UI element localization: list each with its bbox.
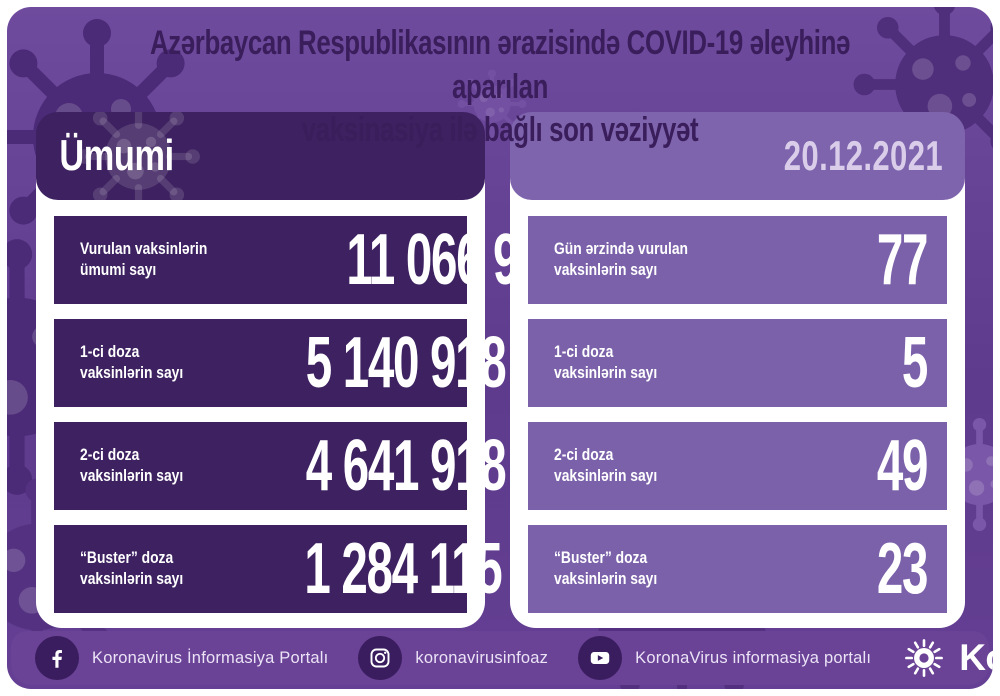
stat-row-dose2-total: 2-ci doza vaksinlərin sayı 4 641 918 (54, 422, 507, 510)
stat-row-value: 4 641 918 (305, 426, 507, 506)
instagram-icon (358, 636, 403, 680)
stat-row-label: 1-ci doza vaksinlərin sayı (80, 342, 184, 382)
stat-row-label: Gün ərzində vurulan vaksinlərin sayı (554, 239, 689, 279)
page-title-line1: Azərbaycan Respublikasının ərazisində CO… (149, 24, 851, 106)
daily-rows: Gün ərzində vurulan vaksinlərin sayı 77 … (528, 216, 947, 613)
stat-row-value: 5 (901, 323, 928, 403)
page-title: Azərbaycan Respublikasının ərazisində CO… (125, 22, 874, 153)
totals-panel: Ümumi Vurulan vaksinlərin ümumi sayı 11 … (36, 112, 569, 628)
stat-row-value: 49 (876, 426, 929, 506)
stat-row-label: 1-ci doza vaksinlərin sayı (554, 342, 658, 382)
stat-row-label: 2-ci doza vaksinlərin sayı (80, 445, 184, 485)
stat-row-dose1-total: 1-ci doza vaksinlərin sayı 5 140 918 (54, 319, 507, 407)
stat-row-daily-dose2: 2-ci doza vaksinlərin sayı 49 (528, 422, 947, 510)
stat-row-daily-total: Gün ərzində vurulan vaksinlərin sayı 77 (528, 216, 947, 304)
stat-row-daily-dose1: 1-ci doza vaksinlərin sayı 5 (528, 319, 947, 407)
facebook-link[interactable]: Koronavirus İnformasiya Portalı (35, 636, 328, 680)
stat-row-value: 5 140 918 (305, 323, 507, 403)
facebook-label: Koronavirus İnformasiya Portalı (92, 648, 329, 667)
virus-logo-icon (905, 639, 944, 677)
youtube-icon (578, 636, 623, 680)
stat-row-total: Vurulan vaksinlərin ümumi sayı 11 066 95… (54, 216, 569, 304)
stat-row-label: 2-ci doza vaksinlərin sayı (554, 445, 658, 485)
footer-bar: Koronavirus İnformasiya Portalı koronavi… (11, 631, 993, 685)
stat-row-label: Vurulan vaksinlərin ümumi sayı (80, 239, 208, 279)
stat-row-value: 23 (876, 529, 929, 609)
youtube-link[interactable]: KoronaVirus informasiya portalı (578, 636, 871, 680)
koronavirus-info-logo: KoronaVirus info (901, 635, 993, 681)
stat-row-label: “Buster” doza vaksinlərin sayı (80, 548, 184, 588)
totals-rows: Vurulan vaksinlərin ümumi sayı 11 066 95… (54, 216, 569, 613)
instagram-label: koronavirusinfoaz (415, 648, 549, 667)
facebook-icon (35, 636, 79, 680)
infographic-background: Azərbaycan Respublikasının ərazisində CO… (7, 7, 993, 689)
daily-panel: 20.12.2021 Gün ərzində vurulan vaksinlər… (510, 112, 965, 628)
instagram-link[interactable]: koronavirusinfoaz (358, 636, 548, 680)
stat-row-daily-booster: “Buster” doza vaksinlərin sayı 23 (528, 525, 947, 613)
brand-name: KoronaVirus (959, 637, 993, 678)
stat-row-booster-total: “Buster” doza vaksinlərin sayı 1 284 115 (54, 525, 503, 613)
stat-row-label: “Buster” doza vaksinlərin sayı (554, 548, 658, 588)
stat-row-value: 1 284 115 (304, 529, 502, 609)
youtube-label: KoronaVirus informasiya portalı (635, 648, 872, 667)
page-title-line2: vaksinasiya ilə bağlı son vəziyyət (301, 111, 699, 150)
stat-row-value: 77 (876, 220, 929, 300)
